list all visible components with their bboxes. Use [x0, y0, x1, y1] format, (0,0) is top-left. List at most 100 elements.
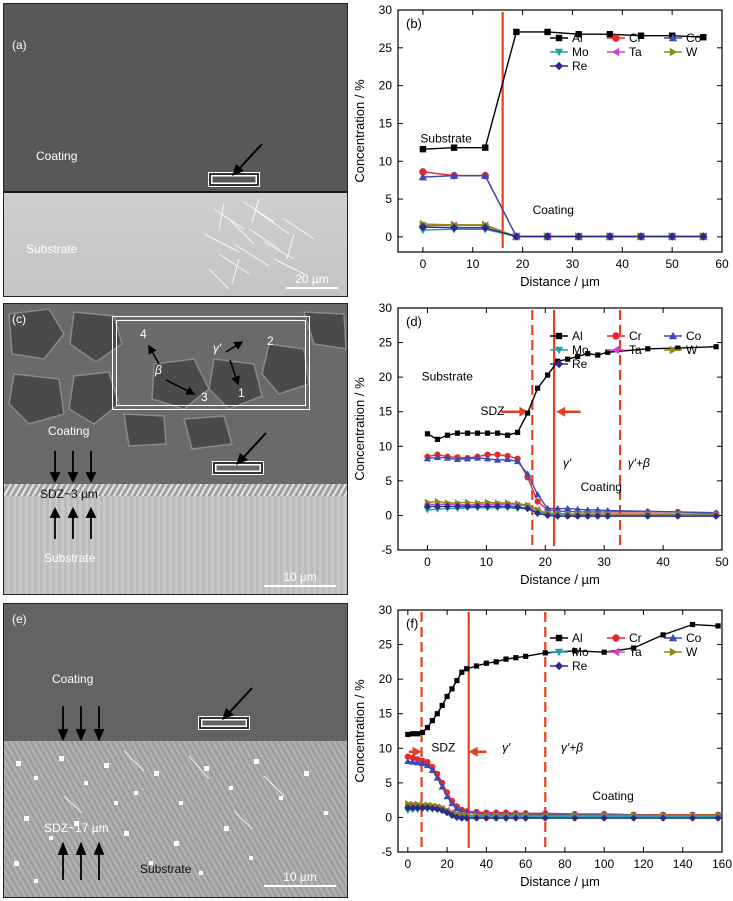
legend-label-co: Co [686, 31, 702, 45]
annotation-label: SDZ [431, 741, 455, 755]
y-tick-label: 20 [379, 79, 393, 93]
y-axis-label: Concentration / % [352, 79, 367, 183]
legend-label-ta: Ta [629, 343, 642, 357]
data-point-al [503, 656, 509, 662]
annotation-label: Coating [592, 789, 633, 803]
data-point-al [419, 729, 426, 735]
y-tick-label: 20 [379, 672, 393, 686]
legend-marker-w [669, 345, 678, 355]
legend-label-re: Re [572, 357, 588, 371]
data-point-al [514, 429, 521, 436]
y-tick-label: 15 [379, 116, 393, 130]
annotation-label: Substrate [420, 131, 472, 145]
data-point-al [459, 669, 465, 675]
x-tick-label: 60 [519, 857, 533, 871]
data-point-co [443, 454, 452, 461]
data-point-re [674, 512, 682, 520]
data-point-co [449, 171, 459, 179]
x-tick-label: 40 [656, 555, 670, 569]
data-point-al [565, 356, 571, 362]
y-tick-label: 25 [379, 41, 393, 55]
y-tick-label: 0 [385, 508, 392, 522]
substrate-label: Substrate [26, 242, 78, 256]
data-point-co [473, 454, 482, 461]
data-point-re [644, 512, 652, 520]
data-point-re [636, 232, 646, 241]
coating-label: Coating [36, 149, 78, 163]
data-point-al [606, 31, 614, 38]
series-co [404, 757, 722, 818]
gamma-prime-label: γ′ [213, 341, 222, 355]
y-tick-label: 10 [379, 741, 393, 755]
y-tick-label: 30 [379, 3, 393, 17]
legend-marker-ta [611, 47, 620, 57]
scale-bar: 20 µm [286, 272, 338, 289]
legend-label-w: W [686, 45, 698, 59]
data-point-re [482, 814, 490, 822]
x-axis-label: Distance / µm [520, 874, 600, 889]
data-point-co [544, 504, 552, 512]
legend: Al Cr Co Mo Ta W Re [550, 31, 702, 73]
x-tick-label: 40 [480, 857, 494, 871]
data-point-co [404, 757, 412, 765]
data-point-co [433, 453, 442, 460]
substrate-label: Substrate [140, 862, 192, 876]
marker-1: 1 [238, 386, 245, 400]
legend-marker-co [668, 633, 678, 642]
legend-marker-cr [612, 332, 620, 340]
analysis-region-box [112, 316, 310, 410]
legend-label-w: W [686, 645, 698, 659]
series-al [424, 344, 719, 442]
sdz-arrow-head [412, 746, 422, 757]
data-point-co [433, 774, 441, 781]
legend-marker-re [554, 359, 564, 369]
annotation-label: Coating [581, 480, 622, 494]
legend-label-cr: Cr [629, 631, 642, 645]
scale-bar-line [264, 885, 336, 887]
legend-marker-ta [611, 345, 620, 355]
y-tick-label: -5 [381, 845, 392, 859]
x-tick-label: 10 [466, 257, 480, 271]
x-tick-label: 30 [566, 257, 580, 271]
legend-marker-mo [554, 48, 564, 57]
data-point-re [604, 512, 612, 520]
data-point-cr [419, 168, 427, 176]
coating-label: Coating [48, 424, 90, 438]
annotation-label: SDZ [480, 404, 504, 418]
legend-label-re: Re [572, 659, 588, 673]
scale-label: 10 µm [283, 870, 317, 884]
data-point-al [545, 372, 551, 378]
data-point-al [504, 432, 511, 438]
legend-marker-cr [612, 634, 620, 642]
data-point-re [423, 502, 432, 511]
panel-label: (b) [406, 16, 422, 31]
data-point-re [543, 232, 552, 241]
data-point-re [483, 502, 492, 511]
data-point-al [484, 430, 491, 436]
legend-marker-w [669, 47, 678, 57]
legend-marker-mo [554, 346, 564, 355]
data-point-re [574, 512, 582, 520]
interface-line [4, 191, 347, 193]
series-re [404, 804, 722, 822]
sdz-arrow-head [556, 406, 566, 417]
data-point-al [454, 430, 461, 436]
data-point-re [473, 502, 482, 511]
data-point-co [513, 457, 522, 465]
legend-label-al: Al [572, 329, 583, 343]
data-point-re [428, 804, 436, 813]
data-point-cr [534, 498, 541, 505]
annotation-label: γ′+β [561, 741, 583, 755]
chart-d: 0 10 20 30 40 50 -5 0 5 10 15 20 25 30 Distance / µm Co… [352, 301, 729, 587]
micrograph-c: (c) 4 2 3 1 β γ′ Coating SDZ~3 µm Sub [3, 303, 348, 595]
marker-4: 4 [140, 327, 147, 341]
data-point-al [715, 623, 721, 629]
x-tick-label: 0 [420, 257, 427, 271]
y-axis-label: Concentration / % [352, 377, 367, 481]
legend-marker-w [669, 647, 678, 657]
legend-label-cr: Cr [629, 329, 642, 343]
legend: Al Cr Co Mo Ta W Re [550, 329, 702, 371]
data-point-al [575, 31, 582, 38]
data-point-co [414, 759, 422, 766]
data-point-al [675, 345, 681, 351]
